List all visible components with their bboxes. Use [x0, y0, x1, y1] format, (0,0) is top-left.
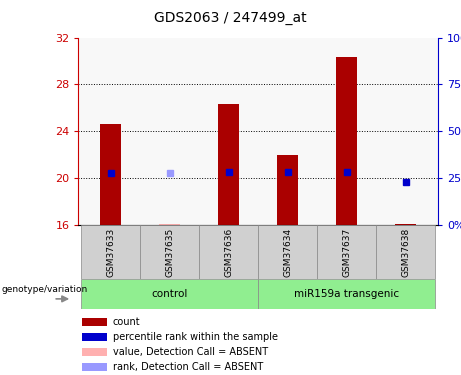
Text: GSM37633: GSM37633	[106, 228, 115, 277]
Bar	[258, 225, 317, 279]
Bar	[81, 225, 140, 279]
Bar	[317, 225, 376, 279]
Bar	[82, 363, 107, 371]
Bar	[82, 333, 107, 341]
Bar	[100, 124, 121, 225]
Text: GSM37638: GSM37638	[401, 228, 410, 277]
Bar	[81, 279, 258, 309]
Bar	[258, 279, 435, 309]
Text: genotype/variation: genotype/variation	[1, 285, 88, 294]
Bar	[219, 104, 239, 225]
Text: value, Detection Call = ABSENT: value, Detection Call = ABSENT	[113, 347, 268, 357]
Bar	[199, 225, 258, 279]
Text: rank, Detection Call = ABSENT: rank, Detection Call = ABSENT	[113, 362, 263, 372]
Text: count: count	[113, 317, 141, 327]
Text: GDS2063 / 247499_at: GDS2063 / 247499_at	[154, 11, 307, 25]
Text: GSM37637: GSM37637	[342, 228, 351, 277]
Text: GSM37636: GSM37636	[224, 228, 233, 277]
Text: GSM37635: GSM37635	[165, 228, 174, 277]
Bar	[140, 225, 199, 279]
Text: GSM37634: GSM37634	[283, 228, 292, 277]
Bar	[336, 57, 357, 225]
Text: control: control	[152, 290, 188, 299]
Bar	[160, 224, 180, 225]
Text: percentile rank within the sample: percentile rank within the sample	[113, 332, 278, 342]
Bar	[395, 224, 416, 225]
Bar	[278, 155, 298, 225]
Bar	[376, 225, 435, 279]
Text: miR159a transgenic: miR159a transgenic	[294, 290, 399, 299]
Bar	[82, 348, 107, 356]
Bar	[82, 318, 107, 326]
